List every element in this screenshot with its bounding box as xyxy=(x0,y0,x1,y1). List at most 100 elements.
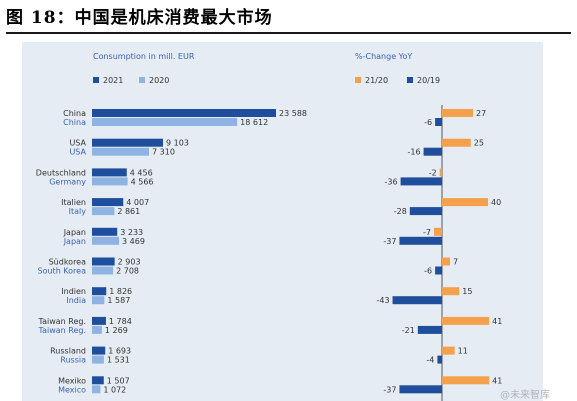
bar-20-19 xyxy=(423,147,442,156)
bar-21-20 xyxy=(442,376,490,385)
bar-20-19 xyxy=(435,118,442,126)
data-label-2020: 1 587 xyxy=(107,296,130,305)
category-label-primary: Russland xyxy=(50,347,86,356)
bar-20-19 xyxy=(417,325,442,334)
data-label-21-20: 27 xyxy=(476,109,486,118)
legend-label-2020: 2020 xyxy=(149,76,169,85)
data-label-2020: 1 072 xyxy=(103,385,126,394)
data-label-2021: 9 103 xyxy=(166,139,189,148)
data-label-20-19: -6 xyxy=(424,267,432,276)
bar-2021 xyxy=(92,109,276,117)
data-label-20-19: -37 xyxy=(383,237,396,246)
data-label-21-20: 41 xyxy=(492,317,502,326)
category-label-secondary: Taiwan Reg. xyxy=(38,326,87,335)
bar-20-19 xyxy=(435,266,442,275)
data-label-21-20: 7 xyxy=(453,258,458,267)
data-label-21-20: 40 xyxy=(491,198,501,207)
yoy-change-chart: %-Change YoY 21/20 20/19 27 -6 25 -16 -2 -36 40 -2… xyxy=(355,52,502,401)
bar-21-20 xyxy=(442,138,471,147)
bar-20-19 xyxy=(392,296,442,305)
category-label-secondary: Russia xyxy=(60,356,86,365)
legend-swatch-2020 xyxy=(139,77,145,83)
data-label-20-19: -43 xyxy=(376,296,389,305)
category-label-secondary: Japan xyxy=(63,237,86,246)
data-label-20-19: -36 xyxy=(385,177,398,186)
bar-20-19 xyxy=(400,177,442,186)
bar-2021 xyxy=(92,138,164,147)
left-chart-title: Consumption in mill. EUR xyxy=(93,52,195,61)
data-label-20-19: -28 xyxy=(394,207,407,216)
title-rule xyxy=(6,32,571,34)
data-label-2021: 23 588 xyxy=(279,109,307,118)
bar-21-20 xyxy=(442,109,474,117)
bar-2021 xyxy=(92,376,104,385)
data-label-2021: 1 826 xyxy=(109,287,132,296)
data-label-20-19: -4 xyxy=(426,356,434,365)
data-label-2021: 3 233 xyxy=(120,228,143,237)
bar-20-19 xyxy=(399,385,442,394)
bar-2020 xyxy=(92,207,115,216)
data-label-21-20: -2 xyxy=(429,168,437,177)
data-label-21-20: 15 xyxy=(462,287,472,296)
consumption-chart: Consumption in mill. EUR 2021 2020 ChinaChi… xyxy=(36,52,307,394)
data-label-2020: 2 861 xyxy=(117,207,140,216)
bar-2020 xyxy=(92,355,104,364)
bar-2020 xyxy=(92,236,120,245)
bar-2020 xyxy=(92,385,101,394)
bar-2021 xyxy=(92,287,107,296)
data-label-2020: 3 469 xyxy=(122,237,145,246)
data-label-20-19: -21 xyxy=(402,326,415,335)
legend-swatch-21-20 xyxy=(355,77,361,83)
data-label-2021: 4 456 xyxy=(130,168,153,177)
bar-2021 xyxy=(92,227,118,236)
bar-20-19 xyxy=(409,207,442,216)
legend-swatch-2021 xyxy=(93,77,99,83)
category-label-secondary: Mexico xyxy=(58,385,86,394)
bar-21-20 xyxy=(439,168,442,177)
legend-label-21-20: 21/20 xyxy=(365,76,388,85)
category-label-primary: Mexiko xyxy=(58,376,86,385)
category-label-secondary: China xyxy=(63,118,86,127)
data-label-2021: 1 507 xyxy=(107,376,130,385)
category-label-secondary: India xyxy=(66,296,86,305)
legend-label-2021: 2021 xyxy=(103,76,123,85)
chart-panel: Consumption in mill. EUR 2021 2020 China Chi… xyxy=(22,42,543,401)
category-label-primary: China xyxy=(63,109,86,118)
data-label-2021: 2 903 xyxy=(118,258,141,267)
data-label-2020: 1 269 xyxy=(105,326,128,335)
bar-2020 xyxy=(92,296,105,305)
bar-2020 xyxy=(92,325,102,334)
right-chart-title: %-Change YoY xyxy=(355,52,412,61)
legend-swatch-20-19 xyxy=(407,77,413,83)
watermark: @未来智库 xyxy=(500,390,550,401)
data-label-21-20: 11 xyxy=(458,347,468,356)
category-label-primary: Deutschland xyxy=(36,168,86,177)
bar-20-19 xyxy=(399,236,442,245)
category-label-secondary: Italy xyxy=(69,207,87,216)
category-label-primary: USA xyxy=(69,139,86,148)
category-label-primary: Italien xyxy=(61,198,86,207)
bar-21-20 xyxy=(442,346,455,355)
category-label-secondary: South Korea xyxy=(38,267,87,276)
bar-2020 xyxy=(92,266,114,275)
data-label-2021: 1 784 xyxy=(109,317,132,326)
data-label-2020: 18 612 xyxy=(240,118,268,127)
figure-title: 图 18：中国是机床消费最大市场 xyxy=(6,8,273,28)
bar-2021 xyxy=(92,346,106,355)
bar-2021 xyxy=(92,168,127,177)
bar-20-19 xyxy=(437,355,442,364)
data-label-2020: 2 708 xyxy=(116,267,139,276)
data-label-21-20: 25 xyxy=(474,139,484,148)
bar-21-20 xyxy=(442,316,490,325)
data-label-2021: 4 007 xyxy=(126,198,149,207)
category-label-primary: Japan xyxy=(63,228,86,237)
category-label-secondary: Germany xyxy=(49,177,86,186)
category-label-primary: Indien xyxy=(61,287,86,296)
category-label-secondary: USA xyxy=(69,148,86,157)
bar-21-20 xyxy=(442,287,460,296)
legend-label-20-19: 20/19 xyxy=(417,76,440,85)
data-label-20-19: -6 xyxy=(424,118,432,127)
bar-21-20 xyxy=(433,227,442,236)
bar-2021 xyxy=(92,316,106,325)
data-label-2020: 4 566 xyxy=(131,177,154,186)
